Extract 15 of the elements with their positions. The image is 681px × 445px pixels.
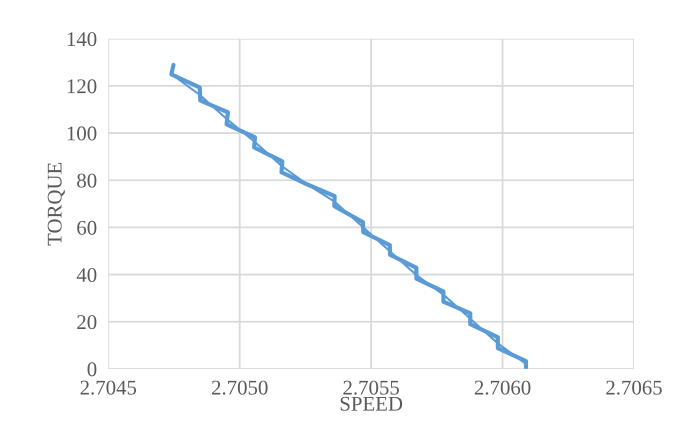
x-tick-label: 2.7045 xyxy=(80,380,136,395)
y-axis-title: TORQUE xyxy=(48,162,65,246)
y-tick-label: 40 xyxy=(76,268,96,282)
y-tick-label: 100 xyxy=(68,126,96,140)
y-tick-label: 140 xyxy=(68,32,96,46)
y-tick-label: 80 xyxy=(77,174,96,188)
x-tick-label: 2.7055 xyxy=(343,380,399,395)
x-tick-label: 2.7060 xyxy=(474,380,530,395)
x-tick-label: 2.7050 xyxy=(212,380,268,395)
y-tick-label: 60 xyxy=(77,220,96,235)
x-tick-label: 2.7065 xyxy=(606,380,662,395)
x-axis-title: SPEED xyxy=(340,396,402,411)
y-tick-label: 120 xyxy=(68,79,96,94)
y-tick-label: 0 xyxy=(88,362,96,376)
y-tick-label: 20 xyxy=(77,315,96,330)
